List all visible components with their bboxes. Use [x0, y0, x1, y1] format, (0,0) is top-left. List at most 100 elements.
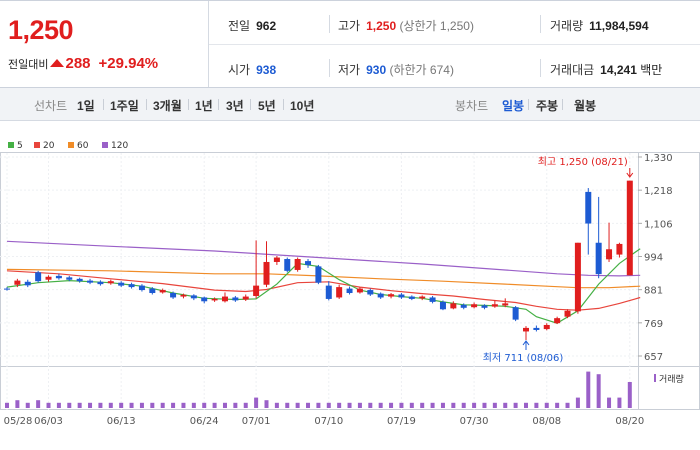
candle-body	[523, 327, 529, 332]
candle-body	[533, 327, 540, 330]
legend-ma20: 20	[34, 141, 54, 151]
period-1d-button[interactable]: 1일	[77, 99, 95, 113]
volume-bar	[160, 402, 165, 408]
price-change: 전일대비 288 +29.94%	[8, 55, 158, 72]
period-1y-button[interactable]: 1년	[195, 99, 213, 113]
candle-body	[97, 281, 104, 285]
candle-body	[450, 303, 457, 309]
x-tick-label: 06/24	[190, 416, 219, 427]
candle-body	[294, 259, 301, 270]
volume-legend-label: 거래량	[659, 373, 684, 385]
candle-body	[356, 288, 363, 293]
candle-body	[346, 288, 353, 294]
y-tick-label: 1,218	[644, 186, 673, 197]
volume-bar	[119, 402, 124, 408]
candle-body	[564, 310, 571, 317]
candle-body	[606, 249, 613, 260]
x-tick-label: 08/08	[532, 416, 561, 427]
volume-bar	[181, 402, 186, 408]
volume-bar	[399, 402, 404, 408]
volume-bar	[108, 402, 113, 408]
period-1w-button[interactable]: 1주일	[110, 99, 139, 113]
volume-bar	[46, 402, 51, 408]
candle-body	[595, 242, 602, 275]
volume-bar	[212, 402, 217, 408]
volume-bar	[171, 402, 176, 408]
candle-body	[429, 297, 436, 302]
period-10y-button[interactable]: 10년	[290, 99, 315, 113]
volume-bar	[15, 400, 20, 408]
period-3m-button[interactable]: 3개월	[153, 99, 182, 113]
up-arrow-icon	[50, 59, 65, 67]
volume-bar	[472, 402, 477, 408]
y-tick-label: 1,106	[644, 219, 673, 230]
candle-monthly-button[interactable]: 월봉	[574, 99, 597, 113]
candle-body	[45, 276, 52, 280]
candle-body	[159, 290, 166, 293]
volume: 거래량 11,984,594	[550, 19, 649, 33]
volume-bar	[150, 402, 155, 408]
candle-body	[55, 275, 62, 279]
x-tick-label: 06/13	[107, 416, 136, 427]
volume-bar	[627, 382, 632, 408]
x-tick-label: 08/20	[615, 416, 644, 427]
volume-bar	[482, 402, 487, 408]
volume-bar	[503, 402, 508, 408]
candle-body	[585, 191, 592, 224]
high-annotation: 최고 1,250 (08/21)	[538, 156, 628, 168]
candle-body	[398, 294, 405, 298]
volume-bar	[368, 402, 373, 408]
period-5y-button[interactable]: 5년	[258, 99, 276, 113]
volume-bar	[420, 402, 425, 408]
ma120-line	[6, 240, 641, 277]
candle-body	[554, 318, 561, 324]
candle-body	[512, 307, 519, 320]
change-label: 전일대비	[8, 59, 49, 71]
candle-daily-button[interactable]: 일봉	[502, 99, 525, 113]
y-tick-label: 881	[644, 286, 663, 297]
candle-weekly-button[interactable]: 주봉	[536, 99, 559, 113]
legend-ma5: 5	[8, 141, 23, 151]
y-tick-label: 769	[644, 319, 663, 330]
candle-body	[76, 278, 83, 282]
volume-bar	[586, 371, 591, 408]
candle-body	[242, 296, 249, 300]
ma20-line	[6, 270, 641, 311]
candle-body	[253, 285, 260, 296]
volume-bar	[36, 400, 41, 408]
candle-body	[408, 296, 415, 299]
candle-body	[211, 298, 218, 301]
candle-body	[138, 285, 145, 291]
candle-body	[336, 287, 343, 298]
trade-amount: 거래대금 14,241 백만	[550, 63, 663, 77]
volume-bar	[544, 402, 549, 408]
volume-bar	[243, 402, 248, 408]
candle-body	[263, 261, 270, 285]
volume-bar	[337, 402, 342, 408]
period-3y-button[interactable]: 3년	[226, 99, 244, 113]
volume-bar	[285, 402, 290, 408]
candle-body	[305, 261, 312, 265]
volume-bar	[326, 402, 331, 408]
volume-bar	[607, 397, 612, 408]
legend-ma120: 120	[102, 141, 128, 151]
candle-body	[481, 305, 488, 308]
x-tick-label: 07/19	[387, 416, 416, 427]
volume-bar	[254, 397, 259, 408]
candle-body	[14, 280, 21, 285]
volume-bar	[306, 402, 311, 408]
volume-bar	[492, 402, 497, 408]
day-high: 고가 1,250 (상한가 1,250)	[338, 19, 474, 33]
volume-bar	[378, 402, 383, 408]
ma60-line	[6, 268, 641, 289]
volume-bar	[274, 402, 279, 408]
volume-bar	[56, 402, 61, 408]
volume-bar	[513, 402, 518, 408]
volume-bar	[67, 402, 72, 408]
candle-body	[543, 324, 550, 330]
candle-body	[66, 277, 73, 280]
candle-body	[232, 297, 239, 301]
volume-bar	[139, 402, 144, 408]
volume-bar	[451, 402, 456, 408]
